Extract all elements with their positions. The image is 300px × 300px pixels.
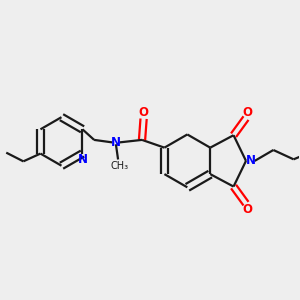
Text: CH₃: CH₃ bbox=[111, 161, 129, 171]
Text: N: N bbox=[78, 153, 88, 166]
Text: N: N bbox=[246, 154, 256, 167]
Text: N: N bbox=[111, 136, 121, 149]
Text: O: O bbox=[243, 106, 253, 119]
Text: O: O bbox=[139, 106, 148, 119]
Text: O: O bbox=[243, 203, 253, 216]
